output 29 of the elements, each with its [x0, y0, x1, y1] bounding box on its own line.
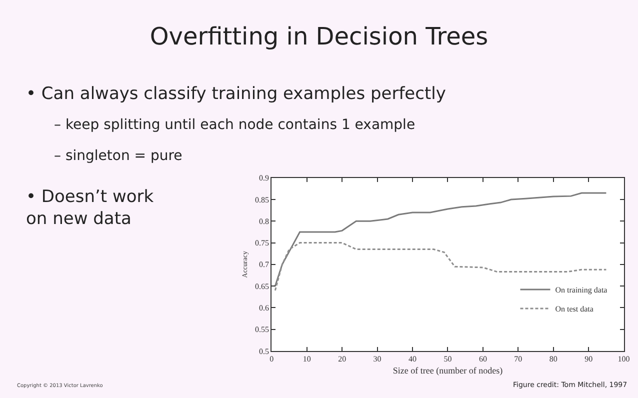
y-tick-label: 0.65 [255, 282, 270, 291]
x-tick-label: 40 [408, 354, 417, 364]
y-tick-label: 0.6 [259, 304, 270, 313]
text: – singleton = pure [54, 148, 182, 164]
chart-title: Overfitting in Decision Trees [150, 22, 488, 51]
x-tick-label: 80 [549, 354, 558, 364]
text: • Can always classify training examples perfectly [26, 84, 446, 104]
x-tick-label: 10 [302, 354, 311, 364]
x-tick-label: 50 [444, 354, 452, 364]
x-tick-label: 100 [618, 354, 630, 364]
legend-label: On training data [555, 286, 608, 295]
x-tick-label: 60 [478, 354, 487, 364]
y-tick-label: 0.55 [255, 325, 270, 334]
y-tick-label: 0.7 [259, 260, 270, 270]
x-tick-label: 70 [514, 354, 522, 364]
y-tick-label: 0.85 [255, 195, 270, 204]
y-tick-label: 0.5 [259, 346, 270, 356]
text: – keep splitting until each node contains 1 example [54, 117, 416, 133]
line-series [274, 192, 607, 287]
x-tick-label: 30 [373, 354, 382, 364]
x-tick-label: 20 [338, 354, 346, 364]
text: • Doesn’t work on new data [26, 187, 154, 230]
y-tick-label: 0.9 [259, 174, 270, 183]
x-axis-title: Size of tree (number of nodes) [392, 365, 503, 376]
y-tick-label: 0.8 [259, 216, 270, 226]
legend-label: On test data [555, 304, 594, 314]
x-tick-label: 90 [584, 354, 593, 364]
y-tick-label: 0.75 [255, 238, 270, 248]
x-tick-label: 0 [270, 354, 274, 364]
